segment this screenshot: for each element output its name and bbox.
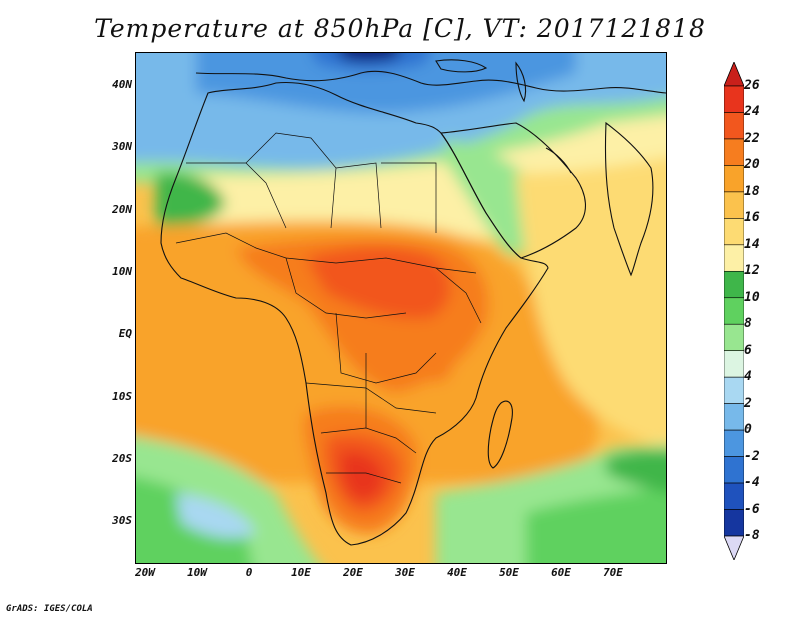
lat-label-30s: 30S [112,514,132,527]
colorbar [724,62,744,560]
lon-label-10e: 10E [291,566,311,579]
lat-label-30n: 30N [112,140,132,153]
colorbar-label: 10 [744,289,760,305]
colorbar-label: -2 [744,448,760,464]
lat-label-10s: 10S [112,390,132,403]
lon-label-0: 0 [245,566,253,579]
colorbar-swatch [724,85,744,113]
colorbar-label: 0 [744,422,752,438]
temperature-map [135,52,667,564]
lat-label-10n: 10N [112,265,132,278]
map-title: Temperature at 850hPa [C], VT: 201712181… [94,14,706,43]
colorbar-swatch [724,138,744,166]
colorbar-swatch [724,456,744,484]
colorbar-swatch [724,482,744,510]
lon-label-40e: 40E [447,566,467,579]
colorbar-swatch [724,350,744,378]
colorbar-label: 26 [744,78,760,93]
temperature-field [136,53,666,563]
colorbar-swatch [724,218,744,246]
colorbar-swatch [724,403,744,431]
lat-label-40n: 40N [112,78,132,91]
colorbar-label: -4 [744,475,760,491]
colorbar-swatch [724,191,744,219]
lat-label-eq: EQ [118,327,132,340]
colorbar-label: 4 [744,369,752,385]
colorbar-swatch [724,270,744,299]
colorbar-swatch [724,244,744,272]
lon-label-30e: 30E [395,566,415,579]
colorbar-swatch [724,112,744,140]
colorbar-label: 20 [744,157,760,173]
colorbar-label: 6 [744,342,752,358]
lon-label-60e: 60E [551,566,571,579]
colorbar-swatches [724,62,744,560]
colorbar-label: 14 [744,236,760,252]
colorbar-swatch [724,429,744,457]
lon-label-50e: 50E [499,566,519,579]
lon-label-20e: 20E [343,566,363,579]
colorbar-swatch [724,376,744,404]
colorbar-label: 24 [744,104,760,120]
lon-label-70e: 70E [603,566,623,579]
colorbar-top-arrow [724,62,744,87]
lat-label-20s: 20S [112,452,132,465]
credit-text: GrADS: IGES/COLA [6,604,93,614]
colorbar-label: 16 [744,210,760,226]
coastlines [160,59,666,546]
colorbar-label: -8 [744,528,760,543]
colorbar-swatch [724,165,744,193]
lat-label-20n: 20N [112,203,132,216]
colorbar-swatch [724,509,744,537]
country-borders [175,132,482,484]
colorbar-bottom-arrow [724,535,744,560]
lon-label-10w: 10W [187,566,207,579]
lon-label-20w: 20W [135,566,155,579]
colorbar-label: 2 [744,395,752,411]
colorbar-swatch [724,297,744,325]
colorbar-swatch [724,323,744,352]
colorbar-label: 8 [744,316,752,332]
colorbar-label: -6 [744,501,760,517]
map-canvas [136,53,666,563]
colorbar-label: 22 [744,130,760,146]
colorbar-label: 12 [744,263,760,279]
colorbar-label: 18 [744,183,760,199]
